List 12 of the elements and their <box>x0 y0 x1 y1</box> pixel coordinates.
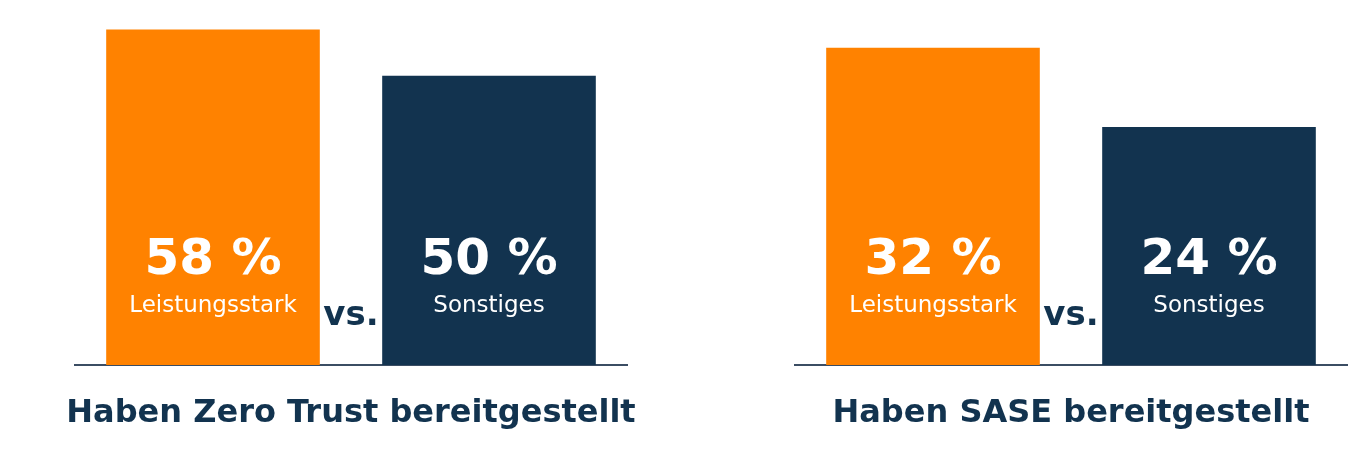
annotation: vs. <box>1043 293 1099 333</box>
text: Haben SASE bereitgestellt <box>832 392 1310 430</box>
x-tick-label: Sonstiges <box>433 291 545 317</box>
text: Haben Zero Trust bereitgestellt <box>66 392 636 430</box>
x-tick-label: Leistungsstark <box>849 291 1018 317</box>
x-tick-label: Sonstiges <box>1153 291 1265 317</box>
data-label: 32 % <box>864 228 1002 286</box>
annotation: vs. <box>323 293 379 333</box>
data-label: 24 % <box>1140 228 1278 286</box>
data-label: 50 % <box>420 228 558 286</box>
x-tick-label: Leistungsstark <box>129 291 298 317</box>
data-label: 58 % <box>144 228 282 286</box>
